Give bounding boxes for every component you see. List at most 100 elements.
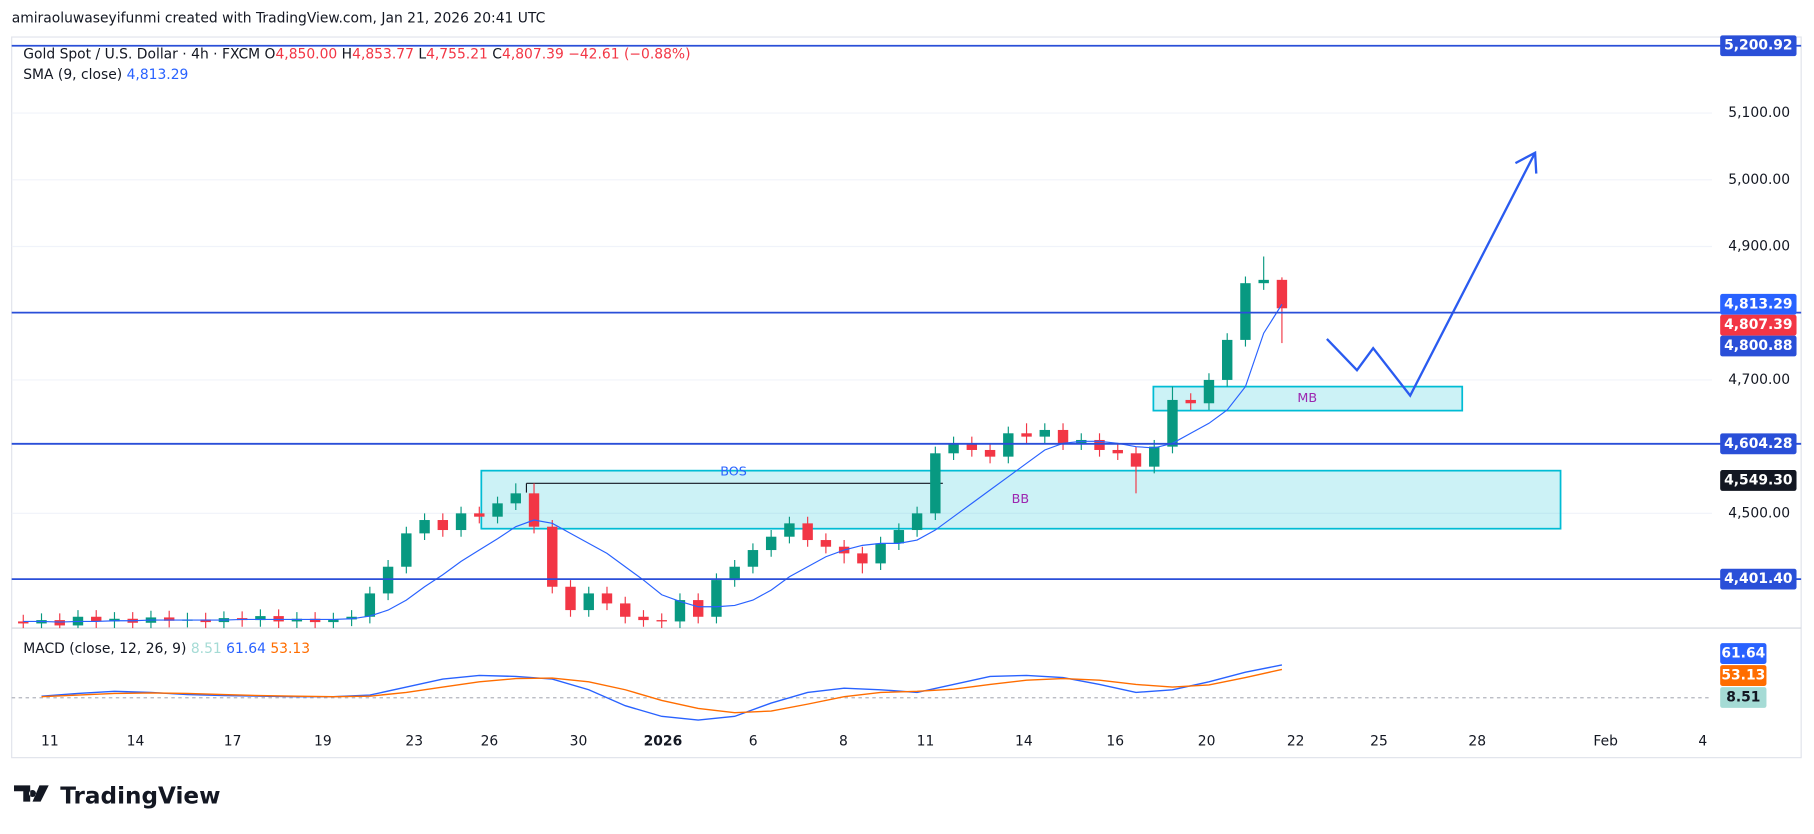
sma-value: 4,813.29 bbox=[127, 67, 189, 83]
candle-body bbox=[1203, 379, 1215, 404]
zone bbox=[480, 469, 1562, 530]
x-tick-label: 4 bbox=[1698, 733, 1707, 749]
candle-body bbox=[802, 523, 813, 541]
candle-body bbox=[455, 513, 467, 531]
price-badge-label: 4,800.88 bbox=[1724, 338, 1792, 354]
candle-body bbox=[328, 619, 339, 623]
candle-body bbox=[820, 540, 832, 547]
macd-hist-value: 8.51 bbox=[191, 641, 222, 657]
candle-body bbox=[309, 618, 321, 623]
price-badge-label: 4,549.30 bbox=[1724, 472, 1792, 488]
x-tick-label: 23 bbox=[405, 733, 423, 749]
x-tick-label: 30 bbox=[570, 733, 588, 749]
candle-body bbox=[984, 449, 996, 457]
legend-close: 4,807.39 bbox=[502, 46, 564, 62]
candle-body bbox=[437, 520, 449, 531]
sma-line bbox=[23, 304, 1283, 623]
candle-body bbox=[1167, 399, 1178, 447]
legend-c: C bbox=[492, 46, 502, 62]
candle-body bbox=[692, 600, 704, 617]
price-badge-label: 5,200.92 bbox=[1724, 38, 1792, 54]
macd-signal-value: 53.13 bbox=[270, 641, 310, 657]
candle-body bbox=[711, 580, 722, 617]
x-tick-label: 25 bbox=[1370, 733, 1388, 749]
price-badge-label: 4,604.28 bbox=[1724, 436, 1792, 452]
candle-body bbox=[109, 618, 120, 622]
brand-logo bbox=[14, 785, 49, 802]
candle-body bbox=[1057, 429, 1069, 444]
candle-body bbox=[1021, 433, 1032, 437]
candle-body bbox=[765, 536, 777, 551]
candle-body bbox=[364, 593, 376, 617]
macd-badge bbox=[1720, 687, 1767, 708]
candle-body bbox=[583, 593, 594, 611]
candle-body bbox=[1039, 429, 1050, 437]
price-badge bbox=[1720, 293, 1797, 315]
candle-body bbox=[747, 550, 759, 567]
legend: Gold Spot / U.S. Dollar · 4h · FXCM O 4,8… bbox=[23, 46, 690, 62]
symbol: Gold Spot / U.S. Dollar · 4h · FXCM bbox=[23, 46, 260, 62]
y-tick-label: 5,100.00 bbox=[1728, 105, 1790, 121]
candle-body bbox=[893, 530, 905, 544]
candle-body bbox=[528, 493, 540, 527]
price-badge bbox=[1720, 433, 1797, 455]
x-tick-label: 16 bbox=[1106, 733, 1124, 749]
candle-body bbox=[163, 617, 175, 621]
candle-body bbox=[91, 616, 102, 622]
candle-body bbox=[1240, 283, 1251, 340]
macd-value: 61.64 bbox=[226, 641, 266, 657]
candle-body bbox=[474, 513, 485, 517]
y-tick-label: 4,700.00 bbox=[1728, 372, 1790, 388]
brand: TradingView bbox=[60, 783, 220, 809]
macd-title: MACD (close, 12, 26, 9) bbox=[23, 641, 186, 657]
price-pane bbox=[11, 112, 1713, 629]
candle-body bbox=[930, 453, 941, 514]
legend-o: O bbox=[265, 46, 276, 62]
macd-badge-label: 53.13 bbox=[1721, 668, 1765, 684]
candle-body bbox=[601, 593, 613, 604]
macd-line bbox=[41, 664, 1283, 721]
macd-badge-label: 8.51 bbox=[1726, 690, 1760, 706]
x-tick-label: 2026 bbox=[644, 733, 683, 749]
legend-low: 4,755.21 bbox=[426, 46, 488, 62]
candle-body bbox=[966, 443, 978, 450]
x-tick-label: 19 bbox=[314, 733, 332, 749]
price-badge-label: 4,401.40 bbox=[1724, 571, 1792, 587]
candle-body bbox=[200, 619, 211, 623]
candle-body bbox=[1112, 449, 1123, 454]
candle-body bbox=[346, 616, 357, 620]
macd-badge bbox=[1720, 665, 1767, 686]
price-badge-label: 4,807.39 bbox=[1724, 317, 1792, 333]
macd-line bbox=[41, 668, 1283, 714]
candle-body bbox=[857, 553, 868, 564]
candle-body bbox=[1130, 453, 1142, 467]
candle-body bbox=[1185, 399, 1196, 404]
candle-body bbox=[1258, 279, 1269, 284]
candle-body bbox=[273, 616, 284, 622]
candle-body bbox=[291, 618, 303, 622]
candle-body bbox=[1094, 439, 1105, 450]
projection-arrow bbox=[1326, 152, 1537, 398]
x-tick-label: 26 bbox=[481, 733, 499, 749]
header: amiraoluwaseyifunmi created with Trading… bbox=[12, 11, 546, 27]
zone-label: MB bbox=[1297, 390, 1317, 405]
x-tick-label: 11 bbox=[41, 733, 59, 749]
candle-body bbox=[875, 543, 886, 564]
x-tick-label: 8 bbox=[839, 733, 848, 749]
x-tick-label: 20 bbox=[1198, 733, 1216, 749]
candle-body bbox=[565, 586, 576, 611]
y-tick-label: 5,000.00 bbox=[1728, 172, 1790, 188]
candle-body bbox=[547, 526, 558, 587]
chart-frame bbox=[11, 36, 1802, 759]
x-tick-label: 11 bbox=[917, 733, 935, 749]
candle-body bbox=[656, 620, 667, 622]
legend-l: L bbox=[418, 46, 426, 62]
candle-body bbox=[492, 503, 503, 517]
sma-legend: SMA (9, close) 4,813.29 bbox=[23, 67, 188, 83]
candle-body bbox=[419, 520, 430, 534]
candle-body bbox=[784, 523, 795, 537]
y-tick-label: 4,500.00 bbox=[1728, 505, 1790, 521]
candle-body bbox=[638, 616, 649, 621]
candle-body bbox=[911, 513, 923, 531]
